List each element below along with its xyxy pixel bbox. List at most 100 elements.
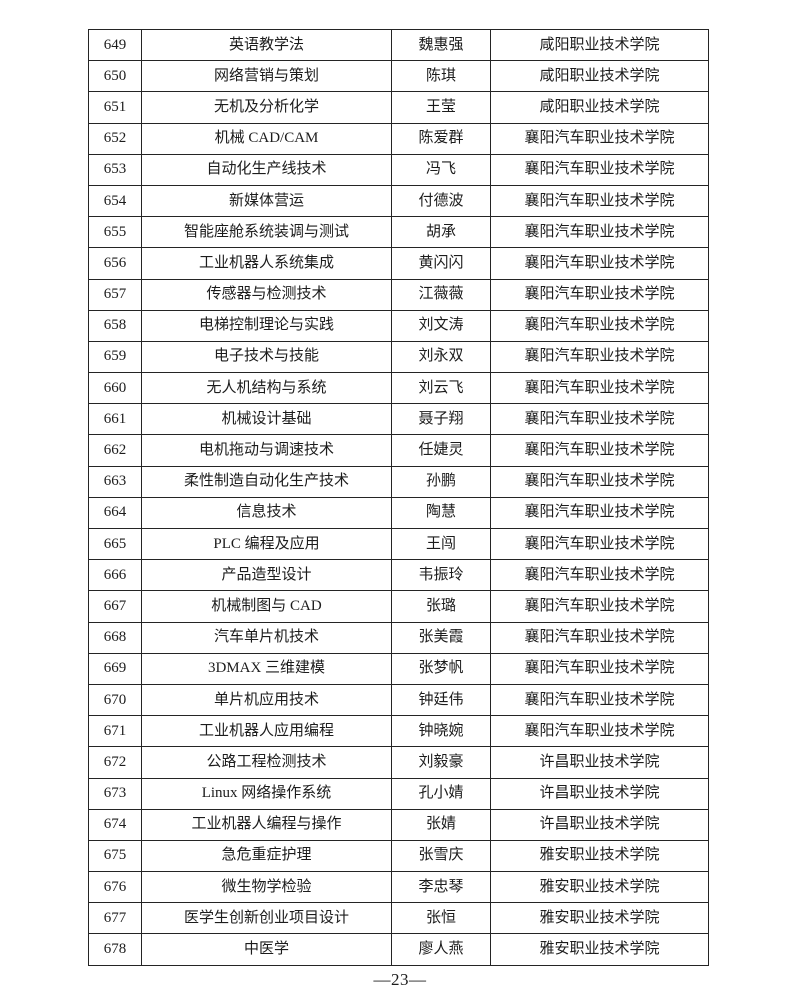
school-name-cell: 咸阳职业技术学院 bbox=[490, 91, 709, 124]
school-name-cell: 许昌职业技术学院 bbox=[490, 808, 709, 841]
course-name-cell: 信息技术 bbox=[141, 496, 392, 530]
row-number-cell: 657 bbox=[88, 278, 142, 311]
teacher-name-cell: 李忠琴 bbox=[391, 871, 491, 904]
table-row: 651 无机及分析化学 王莹 咸阳职业技术学院 bbox=[88, 91, 709, 124]
school-name-cell: 襄阳汽车职业技术学院 bbox=[490, 309, 709, 342]
teacher-name-cell: 张璐 bbox=[391, 590, 491, 623]
table-row: 675 急危重症护理 张雪庆 雅安职业技术学院 bbox=[88, 839, 709, 873]
teacher-name-cell: 陈琪 bbox=[391, 60, 491, 93]
school-name-cell: 襄阳汽车职业技术学院 bbox=[490, 621, 709, 654]
row-number-cell: 666 bbox=[88, 559, 142, 592]
school-name-cell: 襄阳汽车职业技术学院 bbox=[490, 434, 709, 467]
school-name-cell: 襄阳汽车职业技术学院 bbox=[490, 340, 709, 374]
school-name-cell: 许昌职业技术学院 bbox=[490, 746, 709, 779]
row-number-cell: 664 bbox=[88, 496, 142, 530]
school-name-cell: 襄阳汽车职业技术学院 bbox=[490, 372, 709, 405]
course-name-cell: 传感器与检测技术 bbox=[141, 278, 392, 311]
row-number-cell: 677 bbox=[88, 902, 142, 935]
course-name-cell: 柔性制造自动化生产技术 bbox=[141, 465, 392, 498]
school-name-cell: 襄阳汽车职业技术学院 bbox=[490, 559, 709, 592]
teacher-name-cell: 韦振玲 bbox=[391, 559, 491, 592]
row-number-cell: 668 bbox=[88, 621, 142, 654]
teacher-name-cell: 张梦帆 bbox=[391, 652, 491, 685]
row-number-cell: 674 bbox=[88, 808, 142, 841]
teacher-name-cell: 刘毅豪 bbox=[391, 746, 491, 779]
teacher-name-cell: 钟廷伟 bbox=[391, 683, 491, 717]
school-name-cell: 雅安职业技术学院 bbox=[490, 871, 709, 904]
table-row: 667 机械制图与 CAD 张璐 襄阳汽车职业技术学院 bbox=[88, 590, 709, 623]
row-number-cell: 656 bbox=[88, 247, 142, 280]
row-number-cell: 655 bbox=[88, 216, 142, 249]
table-row: 673 Linux 网络操作系统 孔小婧 许昌职业技术学院 bbox=[88, 777, 709, 810]
row-number-cell: 676 bbox=[88, 871, 142, 904]
table-row: 672 公路工程检测技术 刘毅豪 许昌职业技术学院 bbox=[88, 746, 709, 779]
school-name-cell: 襄阳汽车职业技术学院 bbox=[490, 153, 709, 186]
school-name-cell: 襄阳汽车职业技术学院 bbox=[490, 403, 709, 436]
teacher-name-cell: 刘永双 bbox=[391, 340, 491, 374]
row-number-cell: 665 bbox=[88, 527, 142, 561]
teacher-name-cell: 任婕灵 bbox=[391, 434, 491, 467]
course-name-cell: 中医学 bbox=[141, 933, 392, 966]
table-row: 660 无人机结构与系统 刘云飞 襄阳汽车职业技术学院 bbox=[88, 372, 709, 405]
school-name-cell: 襄阳汽车职业技术学院 bbox=[490, 247, 709, 280]
row-number-cell: 672 bbox=[88, 746, 142, 779]
teacher-name-cell: 陈爱群 bbox=[391, 122, 491, 155]
table-row: 669 3DMAX 三维建模 张梦帆 襄阳汽车职业技术学院 bbox=[88, 652, 709, 685]
table-row: 649 英语教学法 魏惠强 咸阳职业技术学院 bbox=[88, 28, 709, 62]
school-name-cell: 襄阳汽车职业技术学院 bbox=[490, 652, 709, 685]
school-name-cell: 襄阳汽车职业技术学院 bbox=[490, 527, 709, 561]
course-name-cell: 网络营销与策划 bbox=[141, 60, 392, 93]
table-row: 670 单片机应用技术 钟廷伟 襄阳汽车职业技术学院 bbox=[88, 683, 709, 717]
teacher-name-cell: 张雪庆 bbox=[391, 839, 491, 873]
school-name-cell: 襄阳汽车职业技术学院 bbox=[490, 683, 709, 717]
row-number-cell: 652 bbox=[88, 122, 142, 155]
course-name-cell: 机械 CAD/CAM bbox=[141, 122, 392, 155]
course-table-body: 649 英语教学法 魏惠强 咸阳职业技术学院 650 网络营销与策划 陈琪 咸阳职业技术学院 6… bbox=[88, 28, 709, 966]
teacher-name-cell: 陶慧 bbox=[391, 496, 491, 530]
row-number-cell: 650 bbox=[88, 60, 142, 93]
teacher-name-cell: 张美霞 bbox=[391, 621, 491, 654]
course-name-cell: 新媒体营运 bbox=[141, 184, 392, 218]
table-row: 661 机械设计基础 聂子翔 襄阳汽车职业技术学院 bbox=[88, 403, 709, 436]
school-name-cell: 襄阳汽车职业技术学院 bbox=[490, 496, 709, 530]
row-number-cell: 654 bbox=[88, 184, 142, 218]
row-number-cell: 671 bbox=[88, 715, 142, 748]
school-name-cell: 襄阳汽车职业技术学院 bbox=[490, 590, 709, 623]
row-number-cell: 653 bbox=[88, 153, 142, 186]
course-name-cell: 汽车单片机技术 bbox=[141, 621, 392, 654]
row-number-cell: 673 bbox=[88, 777, 142, 810]
course-name-cell: PLC 编程及应用 bbox=[141, 527, 392, 561]
course-name-cell: 3DMAX 三维建模 bbox=[141, 652, 392, 685]
course-name-cell: 无机及分析化学 bbox=[141, 91, 392, 124]
teacher-name-cell: 钟晓婉 bbox=[391, 715, 491, 748]
school-name-cell: 襄阳汽车职业技术学院 bbox=[490, 216, 709, 249]
table-row: 671 工业机器人应用编程 钟晓婉 襄阳汽车职业技术学院 bbox=[88, 715, 709, 748]
row-number-cell: 667 bbox=[88, 590, 142, 623]
course-name-cell: 工业机器人应用编程 bbox=[141, 715, 392, 748]
teacher-name-cell: 廖人燕 bbox=[391, 933, 491, 966]
school-name-cell: 襄阳汽车职业技术学院 bbox=[490, 715, 709, 748]
table-row: 677 医学生创新创业项目设计 张恒 雅安职业技术学院 bbox=[88, 902, 709, 935]
table-row: 663 柔性制造自动化生产技术 孙鹏 襄阳汽车职业技术学院 bbox=[88, 465, 709, 498]
row-number-cell: 658 bbox=[88, 309, 142, 342]
teacher-name-cell: 张恒 bbox=[391, 902, 491, 935]
row-number-cell: 663 bbox=[88, 465, 142, 498]
teacher-name-cell: 黄闪闪 bbox=[391, 247, 491, 280]
course-name-cell: 电机拖动与调速技术 bbox=[141, 434, 392, 467]
row-number-cell: 661 bbox=[88, 403, 142, 436]
row-number-cell: 670 bbox=[88, 683, 142, 717]
course-name-cell: 单片机应用技术 bbox=[141, 683, 392, 717]
teacher-name-cell: 刘云飞 bbox=[391, 372, 491, 405]
teacher-name-cell: 王莹 bbox=[391, 91, 491, 124]
school-name-cell: 襄阳汽车职业技术学院 bbox=[490, 184, 709, 218]
table-row: 654 新媒体营运 付德波 襄阳汽车职业技术学院 bbox=[88, 184, 709, 218]
table-row: 666 产品造型设计 韦振玲 襄阳汽车职业技术学院 bbox=[88, 559, 709, 592]
page-number: —23— bbox=[373, 970, 427, 989]
course-name-cell: 医学生创新创业项目设计 bbox=[141, 902, 392, 935]
table-row: 678 中医学 廖人燕 雅安职业技术学院 bbox=[88, 933, 709, 966]
teacher-name-cell: 王闯 bbox=[391, 527, 491, 561]
course-name-cell: 急危重症护理 bbox=[141, 839, 392, 873]
course-name-cell: 英语教学法 bbox=[141, 28, 392, 62]
course-name-cell: 工业机器人编程与操作 bbox=[141, 808, 392, 841]
